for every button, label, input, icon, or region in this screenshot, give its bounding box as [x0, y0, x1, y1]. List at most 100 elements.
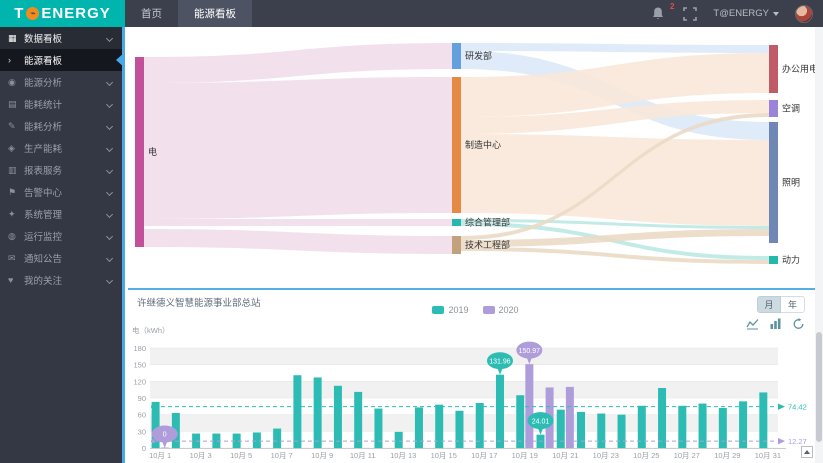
- brand-logo[interactable]: T ⌁ ENERGY: [0, 0, 125, 27]
- tab-energy-dashboard[interactable]: 能源看板: [178, 0, 252, 27]
- bar-2019-day4[interactable]: [212, 433, 221, 448]
- sidebar-item-能源分析[interactable]: ◉ 能源分析: [0, 71, 122, 93]
- sidebar-item-label: 告警中心: [24, 188, 63, 199]
- chevron-down-icon: [773, 11, 779, 16]
- sidebar-item-报表服务[interactable]: ▥ 报表服务: [0, 159, 122, 181]
- bar-2019-day1[interactable]: [151, 401, 160, 448]
- sankey-node-电[interactable]: [135, 57, 144, 247]
- sankey-node-制造中心[interactable]: [452, 77, 461, 213]
- tab-home[interactable]: 首页: [141, 8, 162, 20]
- bar-2019-day24[interactable]: [617, 414, 626, 448]
- sankey-link-电-综合管理部[interactable]: [144, 219, 452, 226]
- x-axis-tick-label: 10月 9: [311, 451, 333, 460]
- sidebar-item-我的关注[interactable]: ♥ 我的关注: [0, 269, 122, 291]
- bar-2019-day9[interactable]: [313, 377, 322, 448]
- sidebar-item-label: 数据看板: [24, 34, 63, 45]
- bar-2019-day29[interactable]: [718, 408, 727, 448]
- sankey-node-照明[interactable]: [769, 122, 778, 243]
- sankey-node-综合管理部[interactable]: [452, 219, 461, 226]
- bar-2019-day18[interactable]: [495, 374, 504, 448]
- bar-2019-day17[interactable]: [475, 403, 484, 448]
- chevron-down-icon: [105, 122, 114, 130]
- bar-chart-icon[interactable]: [769, 318, 782, 330]
- sidebar-item-label: 报表服务: [24, 166, 63, 177]
- legend-item-2019[interactable]: 2019: [432, 305, 469, 315]
- bar-2019-day21[interactable]: [556, 409, 565, 448]
- sidebar-item-数据看板[interactable]: ▦ 数据看板: [0, 27, 122, 49]
- notifications-button[interactable]: 2: [651, 2, 674, 22]
- sidebar-item-能耗统计[interactable]: ▤ 能耗统计: [0, 93, 122, 115]
- bar-2020-day19[interactable]: [525, 364, 534, 448]
- sankey-node-研发部[interactable]: [452, 43, 461, 69]
- marker-pin-min-2020[interactable]: [151, 425, 178, 443]
- sankey-link-制造中心-空调[interactable]: [461, 100, 769, 134]
- bar-2019-day30[interactable]: [739, 401, 748, 448]
- sankey-link-电-研发部[interactable]: [144, 43, 452, 83]
- marker-pin-max-2019[interactable]: [486, 352, 513, 370]
- bar-2019-day27[interactable]: [678, 405, 687, 448]
- vertical-scrollbar[interactable]: [815, 27, 823, 463]
- bar-2019-day16[interactable]: [455, 410, 464, 448]
- bar-2019-day26[interactable]: [658, 388, 667, 448]
- sidebar-item-通知公告[interactable]: ✉ 通知公告: [0, 247, 122, 269]
- sankey-node-动力[interactable]: [769, 256, 778, 264]
- marker-pin-min-2019[interactable]: [527, 412, 554, 430]
- scrollbar-thumb[interactable]: [816, 332, 822, 442]
- bar-2019-day13[interactable]: [394, 431, 403, 448]
- bar-2019-day23[interactable]: [597, 413, 606, 448]
- sankey-link-制造中心-照明[interactable]: [461, 134, 769, 226]
- sankey-link-电-制造中心[interactable]: [144, 77, 452, 219]
- restore-icon[interactable]: [792, 318, 805, 330]
- bar-2019-day31[interactable]: [759, 392, 768, 448]
- report-icon: ▥: [8, 164, 17, 175]
- sidebar-item-生产能耗[interactable]: ◈ 生产能耗: [0, 137, 122, 159]
- camera-icon: ◉: [8, 76, 16, 87]
- scroll-up-button[interactable]: [801, 446, 813, 458]
- sidebar-item-能耗分析[interactable]: ✎ 能耗分析: [0, 115, 122, 137]
- wrench-icon: ✦: [8, 208, 16, 219]
- sankey-link-电-技术工程部[interactable]: [144, 229, 452, 254]
- bar-2019-day15[interactable]: [435, 404, 444, 448]
- month-toggle-button[interactable]: 月: [757, 296, 781, 313]
- sankey-link-技术工程部-空调[interactable]: [461, 113, 769, 240]
- sankey-link-综合管理部-照明[interactable]: [461, 219, 769, 229]
- sankey-link-研发部-办公用电[interactable]: [461, 43, 769, 53]
- sidebar-item-运行监控[interactable]: ◍ 运行监控: [0, 225, 122, 247]
- bar-2020-day21[interactable]: [565, 386, 574, 448]
- year-toggle-button[interactable]: 年: [781, 296, 805, 313]
- average-line-start-dot: [151, 404, 155, 409]
- bar-2019-day28[interactable]: [698, 403, 707, 448]
- line-chart-icon[interactable]: [746, 318, 759, 330]
- bar-2019-day14[interactable]: [414, 407, 423, 448]
- bar-2019-day6[interactable]: [252, 432, 261, 448]
- y-axis-tick-label: 30: [138, 427, 146, 436]
- sankey-node-空调[interactable]: [769, 100, 778, 117]
- sankey-node-办公用电[interactable]: [769, 45, 778, 93]
- bar-2019-day12[interactable]: [374, 408, 383, 448]
- bar-2019-day10[interactable]: [333, 385, 342, 448]
- sidebar-item-系统管理[interactable]: ✦ 系统管理: [0, 203, 122, 225]
- user-menu[interactable]: T@ENERGY: [713, 8, 779, 19]
- bar-2019-day25[interactable]: [637, 405, 646, 448]
- sankey-link-制造中心-办公用电[interactable]: [461, 53, 769, 117]
- bell-icon: ⚑: [8, 186, 17, 197]
- bar-2019-day7[interactable]: [273, 428, 282, 448]
- sidebar-item-能源看板[interactable]: › 能源看板: [0, 49, 125, 71]
- bar-2019-day22[interactable]: [577, 411, 586, 448]
- avatar[interactable]: [795, 4, 813, 23]
- legend-item-2020[interactable]: 2020: [482, 305, 519, 315]
- sankey-node-技术工程部[interactable]: [452, 236, 461, 254]
- sidebar-item-label: 系统管理: [24, 210, 63, 221]
- bar-chart-panel: 许继德义智慧能源事业部总站 2019 2020 月 年: [128, 290, 823, 461]
- sankey-link-技术工程部-照明[interactable]: [461, 229, 769, 247]
- sidebar-item-告警中心[interactable]: ⚑ 告警中心: [0, 181, 122, 203]
- bar-2019-day11[interactable]: [354, 391, 363, 448]
- sankey-link-技术工程部-动力[interactable]: [461, 247, 769, 264]
- bar-2019-day19[interactable]: [516, 395, 525, 448]
- fullscreen-icon[interactable]: [683, 6, 698, 21]
- chart-toolbox: [746, 318, 805, 330]
- bar-2019-day5[interactable]: [232, 433, 241, 448]
- bar-2019-day8[interactable]: [293, 375, 302, 448]
- marker-pin-max-2020[interactable]: [516, 341, 543, 359]
